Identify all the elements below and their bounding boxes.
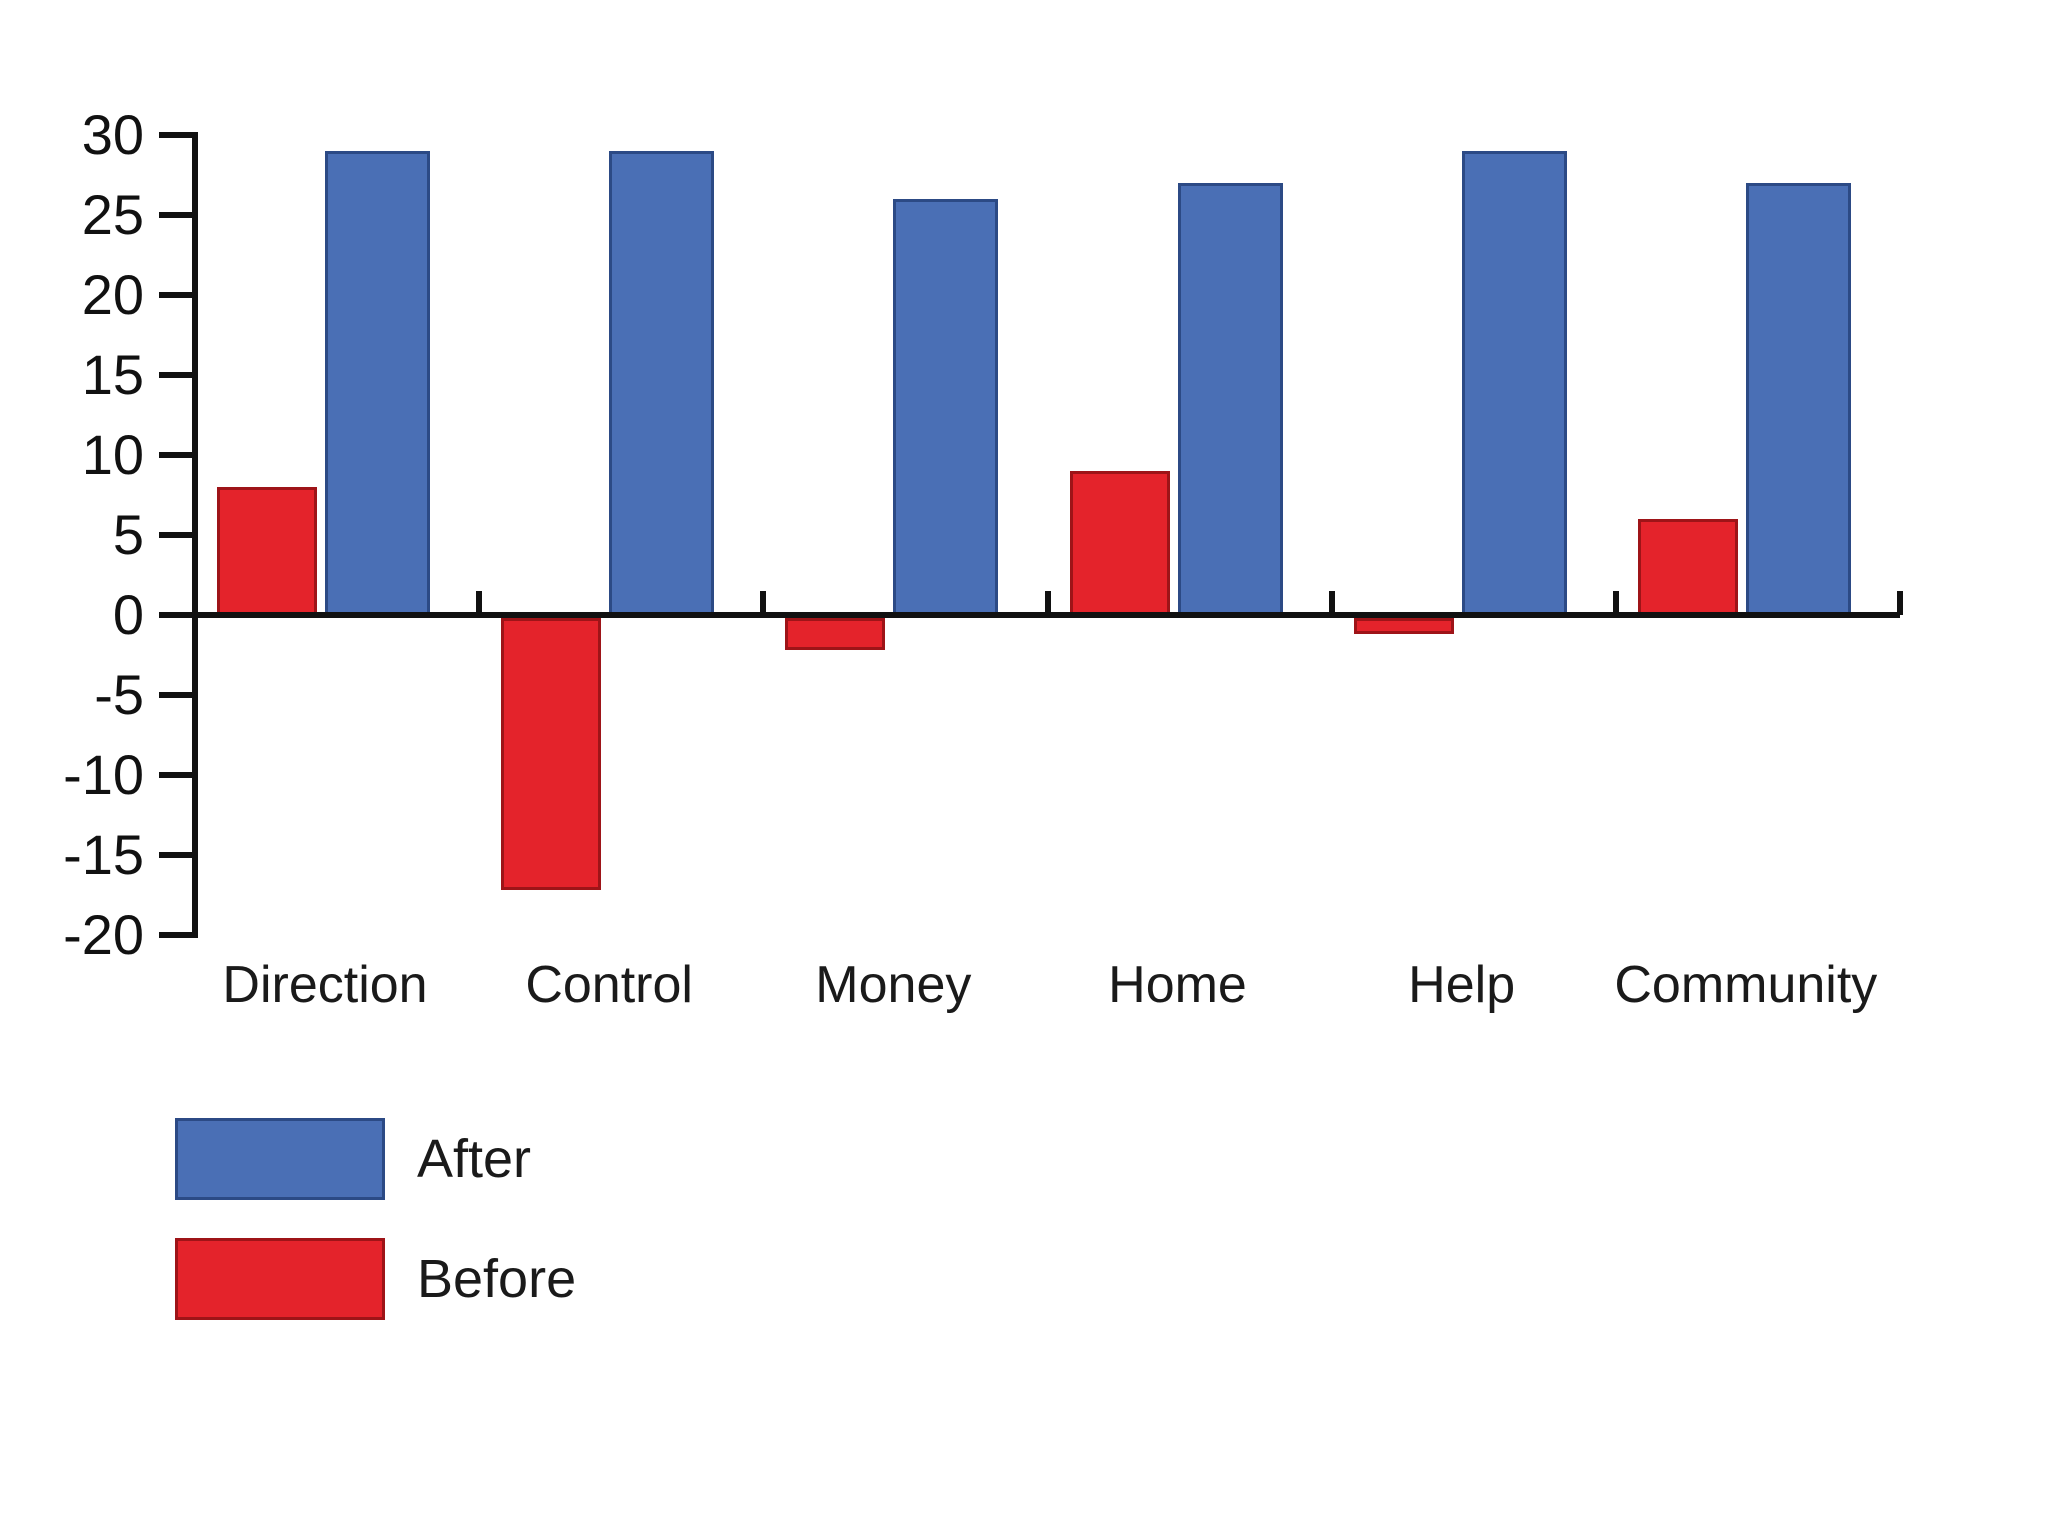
- bar-before-direction: [217, 487, 317, 615]
- y-axis-tick-label: 10: [81, 423, 144, 486]
- x-axis-tick: [1897, 591, 1903, 615]
- x-axis-label-control: Control: [525, 956, 693, 1014]
- y-axis-tick-label: 0: [112, 583, 144, 646]
- y-axis-tick: [159, 692, 195, 698]
- y-axis-tick: [159, 612, 195, 618]
- bar-after-home: [1177, 183, 1283, 615]
- x-axis-label-home: Home: [1108, 956, 1247, 1014]
- y-axis-tick-label: -5: [94, 663, 144, 726]
- x-axis-tick: [1612, 591, 1619, 615]
- y-axis-tick-label: -20: [63, 903, 144, 966]
- bar-before-money: [785, 618, 886, 650]
- x-axis-label-community: Community: [1614, 956, 1878, 1014]
- y-axis-tick: [159, 452, 195, 458]
- x-axis-tick: [476, 591, 483, 615]
- y-axis-tick: [159, 212, 195, 218]
- y-axis-tick-label: -10: [63, 743, 144, 806]
- bar-after-help: [1461, 151, 1567, 615]
- y-axis-tick: [159, 852, 195, 858]
- x-axis-tick: [760, 591, 767, 615]
- after-series-swatch: [175, 1118, 385, 1200]
- bar-after-control: [609, 151, 715, 615]
- y-axis-line: [192, 132, 198, 938]
- y-axis-tick-label: 5: [112, 503, 144, 566]
- bar-after-community: [1745, 183, 1851, 615]
- x-axis-tick: [1044, 591, 1051, 615]
- y-axis-tick-label: -15: [63, 823, 144, 886]
- x-axis-label-money: Money: [815, 956, 972, 1014]
- y-axis-tick: [159, 372, 195, 378]
- x-axis-label-direction: Direction: [222, 956, 428, 1014]
- y-axis-tick: [159, 932, 195, 938]
- chart-legend: After Before: [175, 1118, 576, 1358]
- before-series-swatch: [175, 1238, 385, 1320]
- legend-label-before: Before: [417, 1249, 577, 1309]
- y-axis-tick: [159, 772, 195, 778]
- y-axis-tick-label: 25: [81, 183, 144, 246]
- legend-item-before: Before: [175, 1238, 576, 1320]
- legend-item-after: After: [175, 1118, 576, 1200]
- bar-before-help: [1353, 618, 1454, 634]
- y-axis-tick: [159, 292, 195, 298]
- bar-after-direction: [325, 151, 430, 615]
- x-axis-label-help: Help: [1408, 956, 1516, 1014]
- y-axis-tick-label: 30: [81, 103, 144, 166]
- bar-before-home: [1069, 471, 1170, 615]
- y-axis-tick-label: 20: [81, 263, 144, 326]
- x-axis-line: [192, 612, 1900, 618]
- bar-before-community: [1637, 519, 1738, 615]
- x-axis-tick: [1328, 591, 1335, 615]
- legend-label-after: After: [417, 1129, 532, 1189]
- bar-before-control: [501, 618, 602, 890]
- bar-after-money: [893, 199, 999, 615]
- y-axis-tick-label: 15: [81, 343, 144, 406]
- y-axis-tick: [159, 532, 195, 538]
- y-axis-tick: [159, 132, 195, 138]
